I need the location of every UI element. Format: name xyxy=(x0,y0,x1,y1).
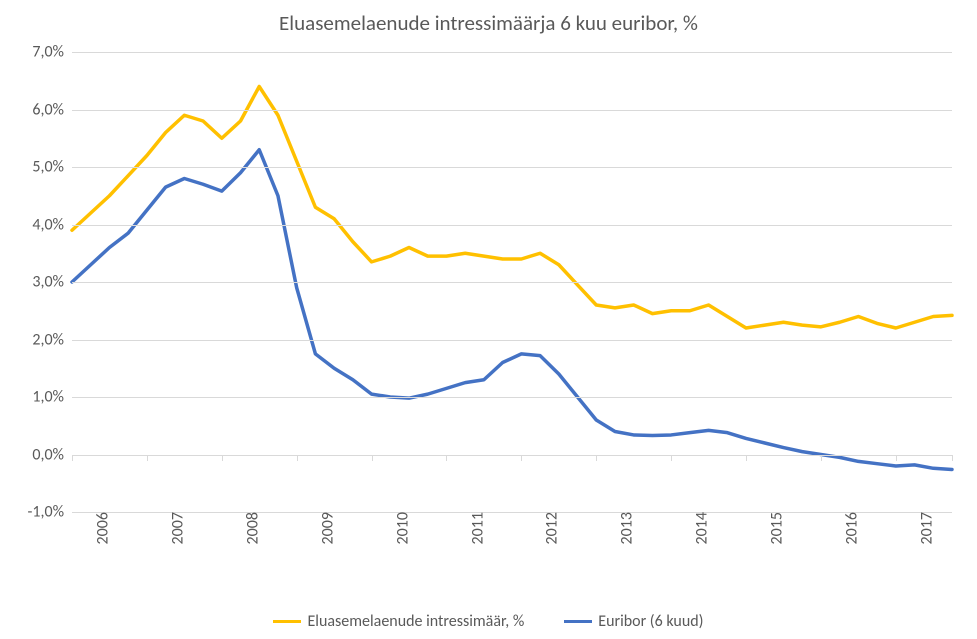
legend-swatch xyxy=(564,620,592,623)
legend: Eluasemelaenude intressimäär, % Euribor (… xyxy=(0,612,977,631)
legend-item: Euribor (6 kuud) xyxy=(564,612,703,631)
x-tick-label: 2009 xyxy=(312,512,337,544)
x-tick-mark xyxy=(147,455,148,461)
legend-item: Eluasemelaenude intressimäär, % xyxy=(273,612,524,631)
x-tick-mark xyxy=(72,455,73,461)
gridline xyxy=(72,110,952,111)
gridline xyxy=(72,167,952,168)
x-tick-mark xyxy=(746,455,747,461)
legend-label: Eluasemelaenude intressimäär, % xyxy=(307,612,524,631)
gridline xyxy=(72,225,952,226)
x-tick-label: 2017 xyxy=(911,512,936,544)
chart-container: Eluasemelaenude intressimäärja 6 kuu eur… xyxy=(0,0,977,639)
x-tick-label: 2008 xyxy=(237,512,262,544)
gridline xyxy=(72,397,952,398)
legend-swatch xyxy=(273,620,301,623)
x-tick-mark xyxy=(671,455,672,461)
y-tick-label: 1,0% xyxy=(32,388,72,407)
y-tick-label: 7,0% xyxy=(32,43,72,62)
y-tick-label: 0,0% xyxy=(32,445,72,464)
x-tick-label: 2013 xyxy=(612,512,637,544)
x-tick-label: 2012 xyxy=(537,512,562,544)
x-tick-label: 2014 xyxy=(687,512,712,544)
gridline xyxy=(72,340,952,341)
x-tick-mark xyxy=(297,455,298,461)
y-tick-label: 2,0% xyxy=(32,330,72,349)
x-tick-mark xyxy=(952,455,953,461)
x-tick-label: 2011 xyxy=(462,512,487,544)
x-tick-mark xyxy=(372,455,373,461)
x-tick-mark xyxy=(521,455,522,461)
x-tick-mark xyxy=(821,455,822,461)
series-line-euribor xyxy=(72,150,952,470)
plot-area: -1,0%0,0%1,0%2,0%3,0%4,0%5,0%6,0%7,0%200… xyxy=(72,52,952,512)
x-tick-mark xyxy=(222,455,223,461)
y-tick-label: 5,0% xyxy=(32,158,72,177)
gridline xyxy=(72,512,952,513)
x-tick-mark xyxy=(596,455,597,461)
x-tick-label: 2016 xyxy=(837,512,862,544)
x-tick-label: 2006 xyxy=(88,512,113,544)
y-tick-label: 4,0% xyxy=(32,215,72,234)
x-tick-label: 2007 xyxy=(162,512,187,544)
x-tick-mark xyxy=(446,455,447,461)
y-tick-label: -1,0% xyxy=(27,503,72,522)
x-tick-label: 2015 xyxy=(762,512,787,544)
gridline xyxy=(72,52,952,53)
y-tick-label: 6,0% xyxy=(32,100,72,119)
x-tick-label: 2010 xyxy=(387,512,412,544)
x-tick-mark xyxy=(896,455,897,461)
gridline xyxy=(72,282,952,283)
chart-title: Eluasemelaenude intressimäärja 6 kuu eur… xyxy=(0,10,977,36)
legend-label: Euribor (6 kuud) xyxy=(598,612,703,631)
series-line-mortgage xyxy=(72,87,952,329)
y-tick-label: 3,0% xyxy=(32,273,72,292)
